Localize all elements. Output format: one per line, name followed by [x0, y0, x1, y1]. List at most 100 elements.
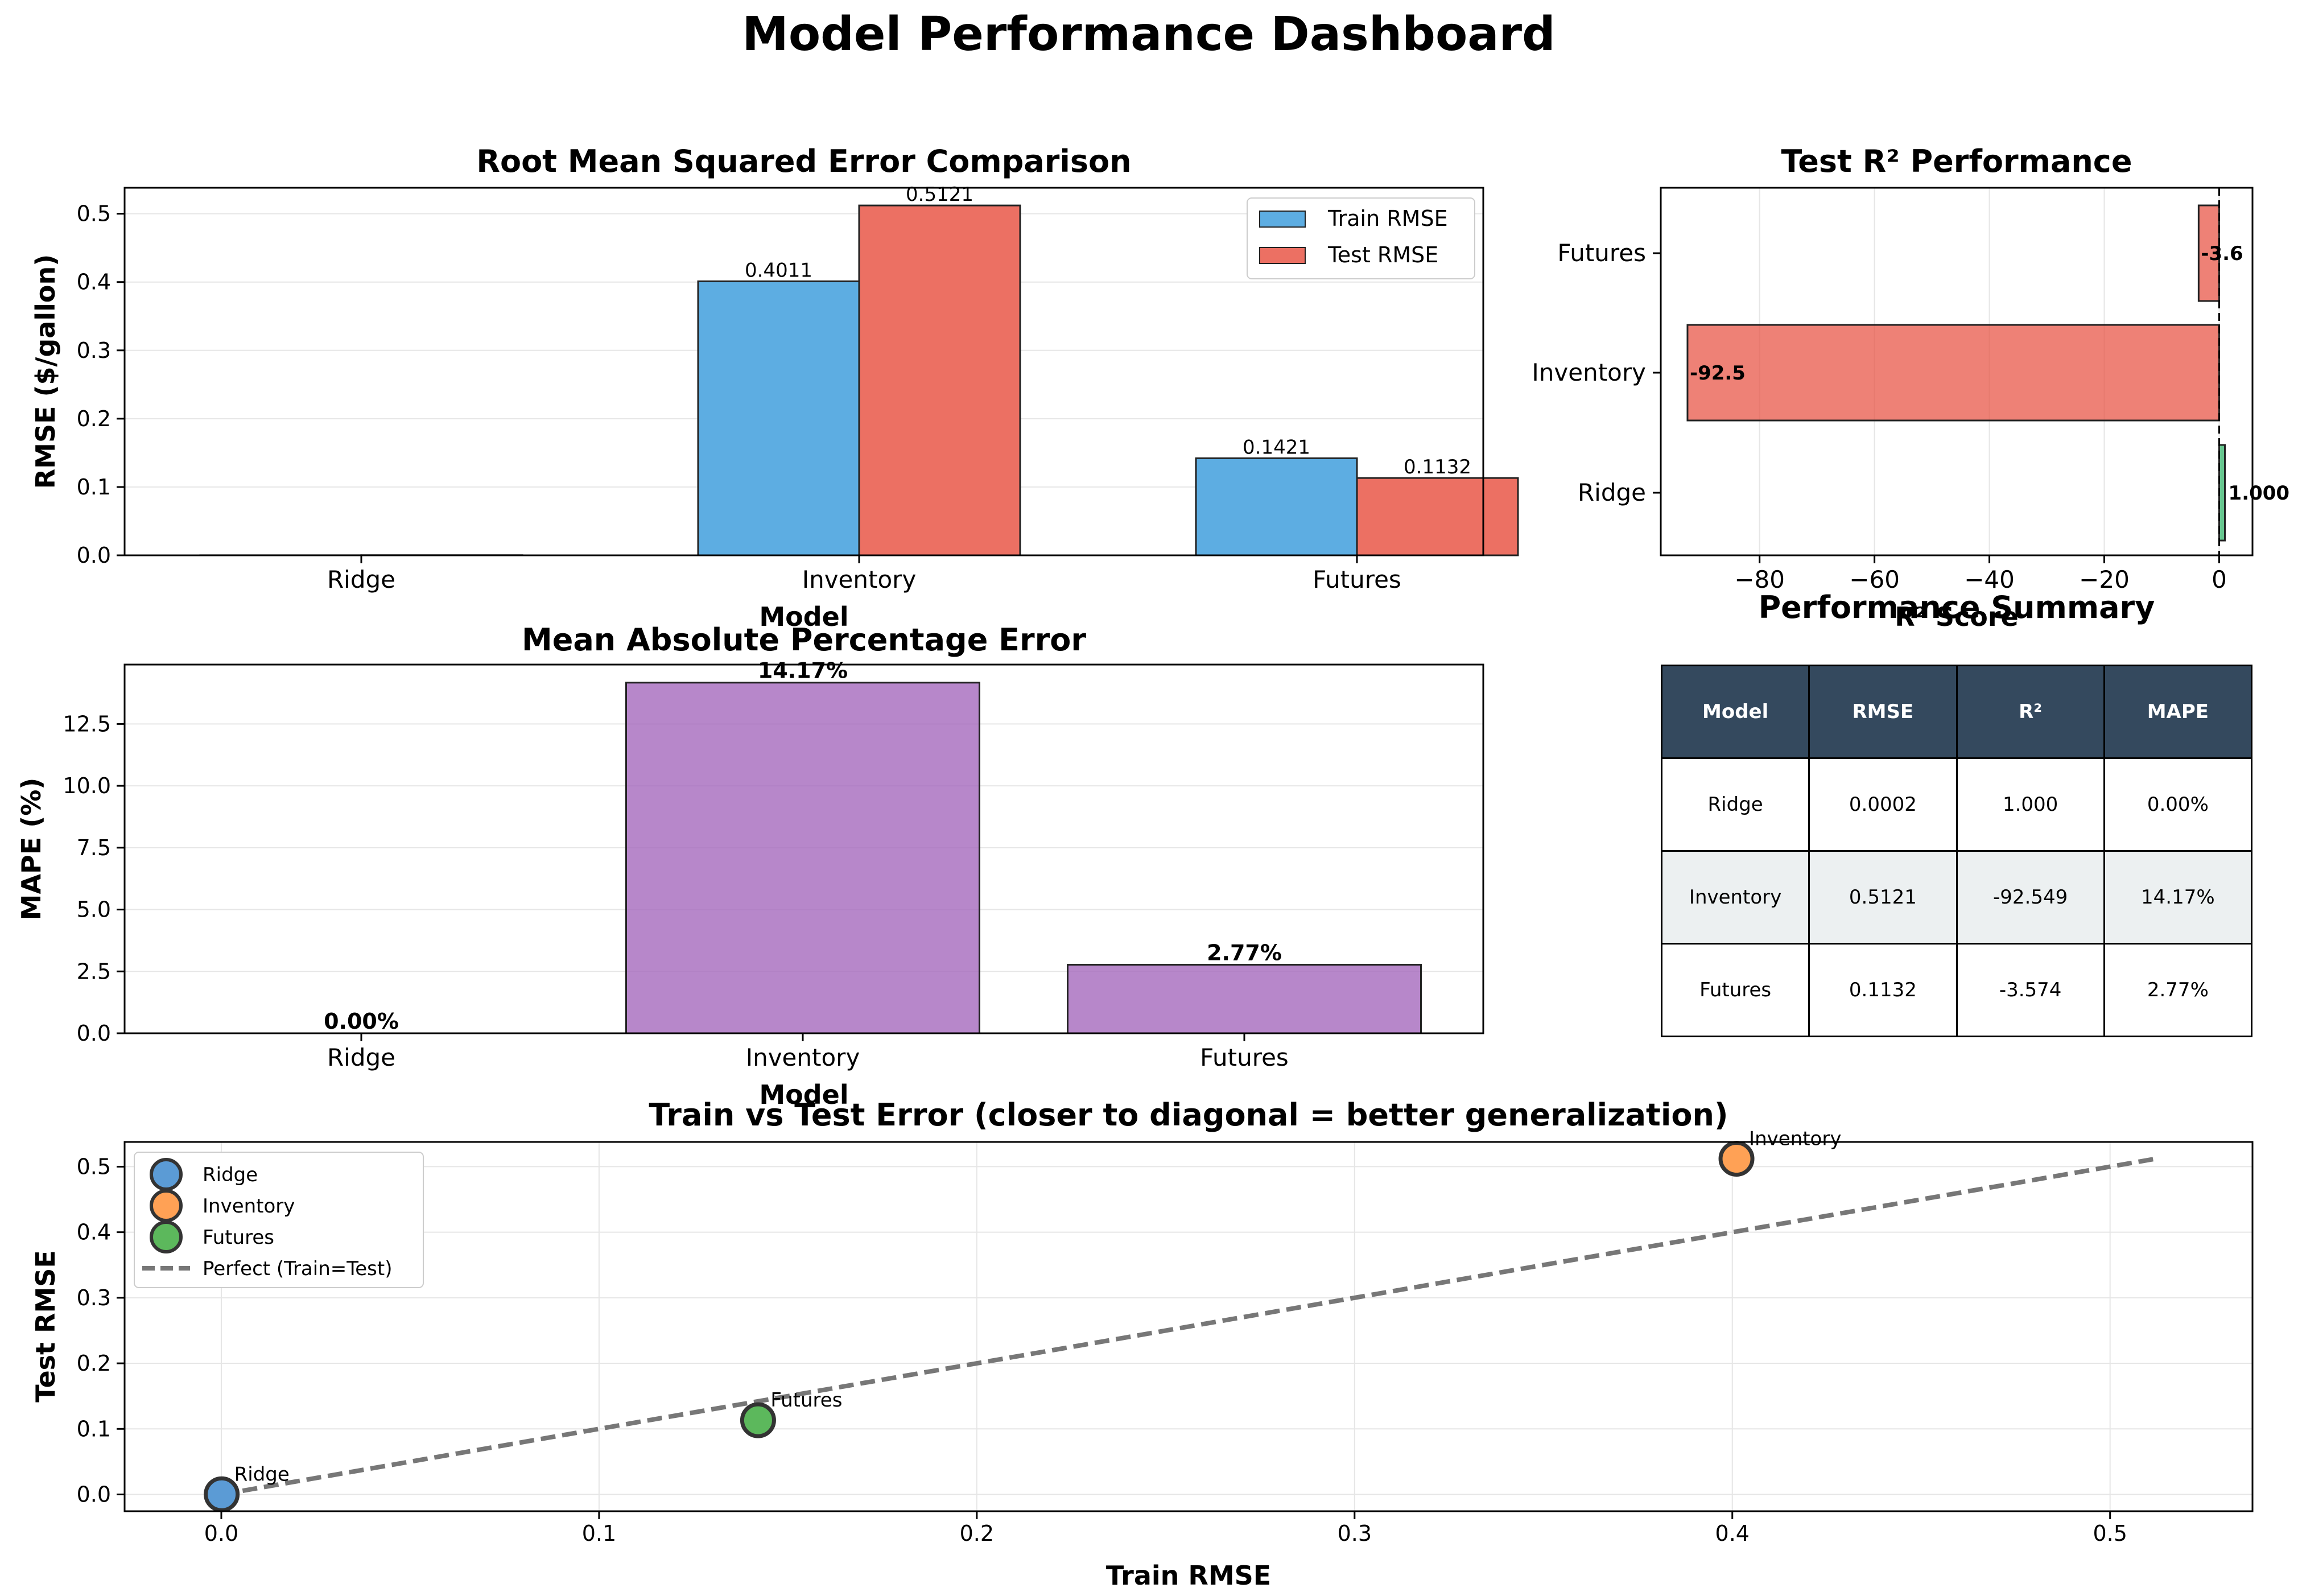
mape-chart-title: Mean Absolute Percentage Error — [522, 622, 1086, 658]
r2-plot-frame — [1660, 187, 2254, 556]
r2-bar-data-label: -3.6 — [2201, 242, 2243, 265]
rmse-y-tick-label: 0.1 — [77, 475, 111, 500]
mape-y-tick-label: 2.5 — [77, 959, 111, 984]
r2-y-tick-label: Ridge — [1578, 479, 1646, 506]
scatter-point-label: Inventory — [1749, 1127, 1841, 1150]
rmse-bar-data-label: 0.1421 — [1243, 436, 1310, 459]
scatter-point-label: Ridge — [234, 1463, 290, 1486]
table-row: Ridge 0.0002 1.000 0.00% — [1660, 757, 2253, 852]
scatter-legend-label: Perfect (Train=Test) — [203, 1257, 392, 1280]
table-cell: -92.549 — [1955, 850, 2105, 945]
rmse-plot-frame — [123, 187, 1484, 556]
scatter-point — [740, 1402, 776, 1438]
scatter-legend-box — [134, 1152, 424, 1288]
scatter-x-tick-label: 0.5 — [2093, 1521, 2127, 1546]
mape-y-tick-label: 10.0 — [63, 773, 111, 798]
scatter-legend-label: Inventory — [203, 1195, 295, 1218]
r2-x-tick-label: −20 — [2079, 566, 2130, 593]
rmse-legend-swatch — [1259, 247, 1306, 264]
scatter-y-tick-label: 0.3 — [77, 1285, 111, 1310]
table-cell: 0.0002 — [1808, 757, 1958, 852]
table-cell: 0.00% — [2103, 757, 2253, 852]
mape-plot-frame — [123, 663, 1484, 1034]
scatter-y-tick-label: 0.1 — [77, 1416, 111, 1441]
rmse-x-tick-label: Futures — [1313, 566, 1401, 593]
table-cell: Inventory — [1660, 850, 1810, 945]
rmse-bar-test-rmse — [858, 204, 1021, 556]
table-header-cell: MAPE — [2103, 665, 2253, 759]
r2-bar-data-label: -92.5 — [1690, 362, 1746, 385]
scatter-x-tick-label: 0.0 — [204, 1521, 238, 1546]
rmse-bar-data-label: 0.1132 — [1404, 456, 1471, 479]
rmse-y-tick-label: 0.4 — [77, 270, 111, 295]
mape-bar-data-label: 2.77% — [1207, 941, 1282, 966]
scatter-point-label: Futures — [770, 1389, 842, 1412]
rmse-y-tick-label: 0.5 — [77, 201, 111, 226]
rmse-x-axis-label: Model — [759, 601, 848, 632]
r2-x-axis-label: R² Score — [1895, 601, 2018, 632]
table-row: Inventory 0.5121 -92.549 14.17% — [1660, 850, 2253, 945]
rmse-bar-test-rmse — [1356, 477, 1519, 556]
scatter-y-tick-label: 0.0 — [77, 1482, 111, 1507]
table-header-cell: Model — [1660, 665, 1810, 759]
rmse-x-tick-label: Ridge — [327, 566, 395, 593]
mape-bar — [625, 682, 980, 1034]
mape-y-tick-label: 12.5 — [63, 711, 111, 736]
scatter-point — [204, 1476, 240, 1512]
rmse-bar-train-rmse — [697, 280, 860, 556]
mape-bar — [1067, 964, 1422, 1034]
scatter-x-tick-label: 0.1 — [582, 1521, 616, 1546]
scatter-legend-marker — [150, 1220, 183, 1253]
table-cell: 2.77% — [2103, 943, 2253, 1037]
table-cell: 1.000 — [1955, 757, 2105, 852]
table-cell: 0.5121 — [1808, 850, 1958, 945]
r2-y-tick-label: Inventory — [1532, 358, 1646, 386]
mape-y-axis-label: MAPE (%) — [16, 778, 47, 921]
scatter-x-tick-label: 0.4 — [1715, 1521, 1750, 1546]
table-header-row: Model RMSE R² MAPE — [1660, 665, 2253, 759]
table-cell: 14.17% — [2103, 850, 2253, 945]
performance-summary-table: Model RMSE R² MAPE Ridge 0.0002 1.000 0.… — [1660, 665, 2253, 1037]
table-cell: 0.1132 — [1808, 943, 1958, 1037]
scatter-legend-marker — [150, 1158, 183, 1191]
mape-x-tick-label: Futures — [1200, 1044, 1289, 1071]
rmse-y-axis-label: RMSE ($/gallon) — [30, 254, 61, 489]
mape-bar-data-label: 0.00% — [324, 1009, 399, 1034]
mape-x-tick-label: Ridge — [327, 1044, 395, 1071]
dashboard-title: Model Performance Dashboard — [742, 7, 1556, 61]
r2-bar-data-label: 1.000 — [2229, 482, 2290, 505]
rmse-y-tick-label: 0.3 — [77, 338, 111, 363]
scatter-y-axis-label: Test RMSE — [30, 1250, 61, 1403]
scatter-x-axis-label: Train RMSE — [1106, 1560, 1271, 1591]
scatter-legend-label: Ridge — [203, 1164, 258, 1186]
table-cell: Futures — [1660, 943, 1810, 1037]
rmse-x-tick-label: Inventory — [802, 566, 917, 593]
scatter-legend-marker — [150, 1189, 183, 1222]
rmse-y-tick-label: 0.2 — [77, 406, 111, 431]
scatter-plot-frame — [123, 1141, 2254, 1512]
table-header-cell: R² — [1955, 665, 2105, 759]
table-cell: Ridge — [1660, 757, 1810, 852]
scatter-legend-label: Futures — [203, 1226, 274, 1249]
rmse-y-tick-label: 0.0 — [77, 543, 111, 568]
scatter-x-tick-label: 0.2 — [960, 1521, 994, 1546]
scatter-y-tick-label: 0.5 — [77, 1154, 111, 1179]
scatter-y-tick-label: 0.2 — [77, 1351, 111, 1376]
r2-bar — [1686, 324, 2220, 422]
rmse-bar-train-rmse — [1195, 457, 1358, 556]
mape-y-tick-label: 0.0 — [77, 1021, 111, 1046]
rmse-bar-data-label: 0.5121 — [906, 183, 973, 206]
scatter-point — [1718, 1140, 1755, 1177]
rmse-legend-swatch — [1259, 211, 1306, 228]
table-header-cell: RMSE — [1808, 665, 1958, 759]
rmse-bar-data-label: 0.4011 — [745, 259, 812, 282]
table-cell: -3.574 — [1955, 943, 2105, 1037]
mape-bar-data-label: 14.17% — [758, 658, 848, 683]
r2-x-tick-label: −60 — [1849, 566, 1900, 593]
scatter-chart-title: Train vs Test Error (closer to diagonal … — [649, 1097, 1728, 1133]
r2-x-tick-label: −80 — [1734, 566, 1785, 593]
mape-x-tick-label: Inventory — [746, 1044, 860, 1071]
r2-y-tick-label: Futures — [1557, 239, 1646, 267]
r2-chart-title: Test R² Performance — [1781, 143, 2132, 179]
